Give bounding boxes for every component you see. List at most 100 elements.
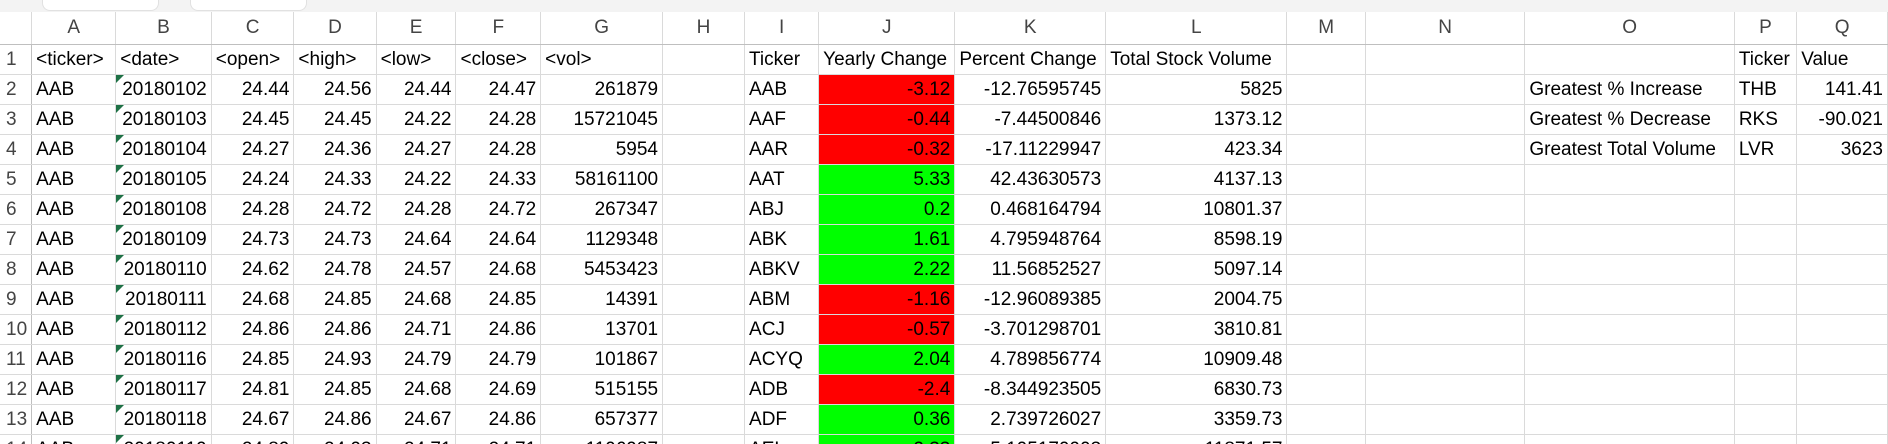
cell-l2[interactable]: 5825 (1105, 74, 1288, 105)
cell-f12[interactable]: 24.69 (455, 374, 542, 405)
cell-o14[interactable] (1524, 434, 1735, 444)
cell-e10[interactable]: 24.71 (376, 314, 457, 345)
cell-p4[interactable]: LVR (1734, 134, 1798, 165)
cell-k3[interactable]: -7.44500846 (954, 104, 1107, 135)
cell-j3[interactable]: -0.44 (818, 104, 956, 135)
cell-e7[interactable]: 24.64 (376, 224, 457, 255)
cell-b11[interactable]: 20180116 (115, 344, 212, 375)
cell-i11[interactable]: ACYQ (744, 344, 820, 375)
column-header-e[interactable]: E (376, 12, 457, 45)
cell-i2[interactable]: AAB (744, 74, 820, 105)
cell-a12[interactable]: AAB (31, 374, 117, 405)
cell-n6[interactable] (1365, 194, 1526, 225)
column-header-o[interactable]: O (1524, 12, 1735, 45)
row-header[interactable]: 9 (0, 284, 33, 315)
cell-i8[interactable]: ABKV (744, 254, 820, 285)
cell-g8[interactable]: 5453423 (540, 254, 664, 285)
cell-n13[interactable] (1365, 404, 1526, 435)
cell-d1[interactable]: <high> (293, 44, 377, 75)
row-header[interactable]: 8 (0, 254, 33, 285)
cell-c10[interactable]: 24.86 (211, 314, 295, 345)
cell-c14[interactable]: 24.89 (211, 434, 295, 444)
cell-a1[interactable]: <ticker> (31, 44, 117, 75)
cell-g7[interactable]: 1129348 (540, 224, 664, 255)
cell-j7[interactable]: 1.61 (818, 224, 956, 255)
cell-q9[interactable] (1796, 284, 1888, 315)
cell-m9[interactable] (1286, 284, 1366, 315)
cell-o11[interactable] (1524, 344, 1735, 375)
cell-m13[interactable] (1286, 404, 1366, 435)
row-header[interactable]: 4 (0, 134, 33, 165)
row-header[interactable]: 6 (0, 194, 33, 225)
cell-c12[interactable]: 24.81 (211, 374, 295, 405)
cell-j2[interactable]: -3.12 (818, 74, 956, 105)
cell-f13[interactable]: 24.86 (455, 404, 542, 435)
cell-p7[interactable] (1734, 224, 1798, 255)
cell-f4[interactable]: 24.28 (455, 134, 542, 165)
column-header-c[interactable]: C (211, 12, 295, 45)
cell-o3[interactable]: Greatest % Decrease (1524, 104, 1735, 135)
cell-h7[interactable] (662, 224, 746, 255)
cell-k7[interactable]: 4.795948764 (954, 224, 1107, 255)
cell-i9[interactable]: ABM (744, 284, 820, 315)
cell-a4[interactable]: AAB (31, 134, 117, 165)
cell-h9[interactable] (662, 284, 746, 315)
cell-c6[interactable]: 24.28 (211, 194, 295, 225)
cell-n7[interactable] (1365, 224, 1526, 255)
cell-l10[interactable]: 3810.81 (1105, 314, 1288, 345)
cell-i1[interactable]: Ticker (744, 44, 820, 75)
cell-e6[interactable]: 24.28 (376, 194, 457, 225)
cell-h11[interactable] (662, 344, 746, 375)
cell-b14[interactable]: 20180119 (115, 434, 212, 444)
cell-l3[interactable]: 1373.12 (1105, 104, 1288, 135)
cell-e1[interactable]: <low> (376, 44, 457, 75)
cell-n8[interactable] (1365, 254, 1526, 285)
cell-p1[interactable]: Ticker (1734, 44, 1798, 75)
cell-i12[interactable]: ADB (744, 374, 820, 405)
cell-h4[interactable] (662, 134, 746, 165)
cell-a14[interactable]: AAB (31, 434, 117, 444)
cell-c1[interactable]: <open> (211, 44, 295, 75)
cell-c7[interactable]: 24.73 (211, 224, 295, 255)
cell-f5[interactable]: 24.33 (455, 164, 542, 195)
cell-h5[interactable] (662, 164, 746, 195)
cell-k11[interactable]: 4.789856774 (954, 344, 1107, 375)
cell-g9[interactable]: 14391 (540, 284, 664, 315)
cell-h6[interactable] (662, 194, 746, 225)
cell-f8[interactable]: 24.68 (455, 254, 542, 285)
row-header[interactable]: 11 (0, 344, 33, 375)
cell-j9[interactable]: -1.16 (818, 284, 956, 315)
cell-d11[interactable]: 24.93 (293, 344, 377, 375)
cell-a8[interactable]: AAB (31, 254, 117, 285)
cell-e2[interactable]: 24.44 (376, 74, 457, 105)
cell-f14[interactable]: 24.71 (455, 434, 542, 444)
cell-m10[interactable] (1286, 314, 1366, 345)
cell-e13[interactable]: 24.67 (376, 404, 457, 435)
cell-p8[interactable] (1734, 254, 1798, 285)
column-header-h[interactable]: H (662, 12, 746, 45)
cell-m3[interactable] (1286, 104, 1366, 135)
cell-f2[interactable]: 24.47 (455, 74, 542, 105)
column-header-n[interactable]: N (1365, 12, 1526, 45)
cell-q14[interactable] (1796, 434, 1888, 444)
cell-e8[interactable]: 24.57 (376, 254, 457, 285)
column-header-m[interactable]: M (1286, 12, 1366, 45)
cell-h12[interactable] (662, 374, 746, 405)
row-header[interactable]: 12 (0, 374, 33, 405)
cell-e12[interactable]: 24.68 (376, 374, 457, 405)
cell-g10[interactable]: 13701 (540, 314, 664, 345)
cell-e5[interactable]: 24.22 (376, 164, 457, 195)
cell-g6[interactable]: 267347 (540, 194, 664, 225)
cell-j11[interactable]: 2.04 (818, 344, 956, 375)
cell-i14[interactable]: AEL (744, 434, 820, 444)
cell-d9[interactable]: 24.85 (293, 284, 377, 315)
cell-d13[interactable]: 24.86 (293, 404, 377, 435)
cell-j14[interactable]: 2.33 (818, 434, 956, 444)
cell-f10[interactable]: 24.86 (455, 314, 542, 345)
cell-o2[interactable]: Greatest % Increase (1524, 74, 1735, 105)
cell-n3[interactable] (1365, 104, 1526, 135)
cell-i7[interactable]: ABK (744, 224, 820, 255)
cell-q5[interactable] (1796, 164, 1888, 195)
cell-p5[interactable] (1734, 164, 1798, 195)
column-header-q[interactable]: Q (1796, 12, 1888, 45)
